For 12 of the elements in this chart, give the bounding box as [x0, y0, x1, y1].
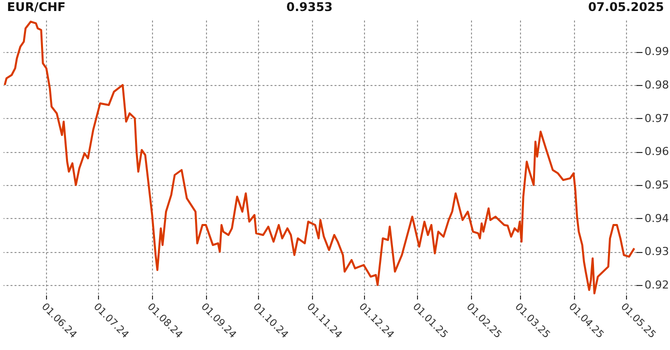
y-tick-label: 0.98 — [644, 78, 669, 92]
chart-title: EUR/CHF — [7, 0, 66, 14]
y-tick-label: 0.97 — [644, 112, 669, 125]
y-tick-label: 0.95 — [644, 178, 669, 192]
y-tick-label: 0.99 — [644, 45, 669, 58]
text: 0.9353 — [286, 0, 333, 14]
text: 07.05.2025 — [588, 0, 664, 14]
line-series — [4, 20, 636, 294]
y-tick-label: 0.93 — [644, 245, 669, 258]
y-tick-label: 0.94 — [644, 212, 669, 225]
y-tick-label: 0.96 — [644, 145, 669, 158]
y-tick-label: 0.92 — [644, 278, 669, 292]
